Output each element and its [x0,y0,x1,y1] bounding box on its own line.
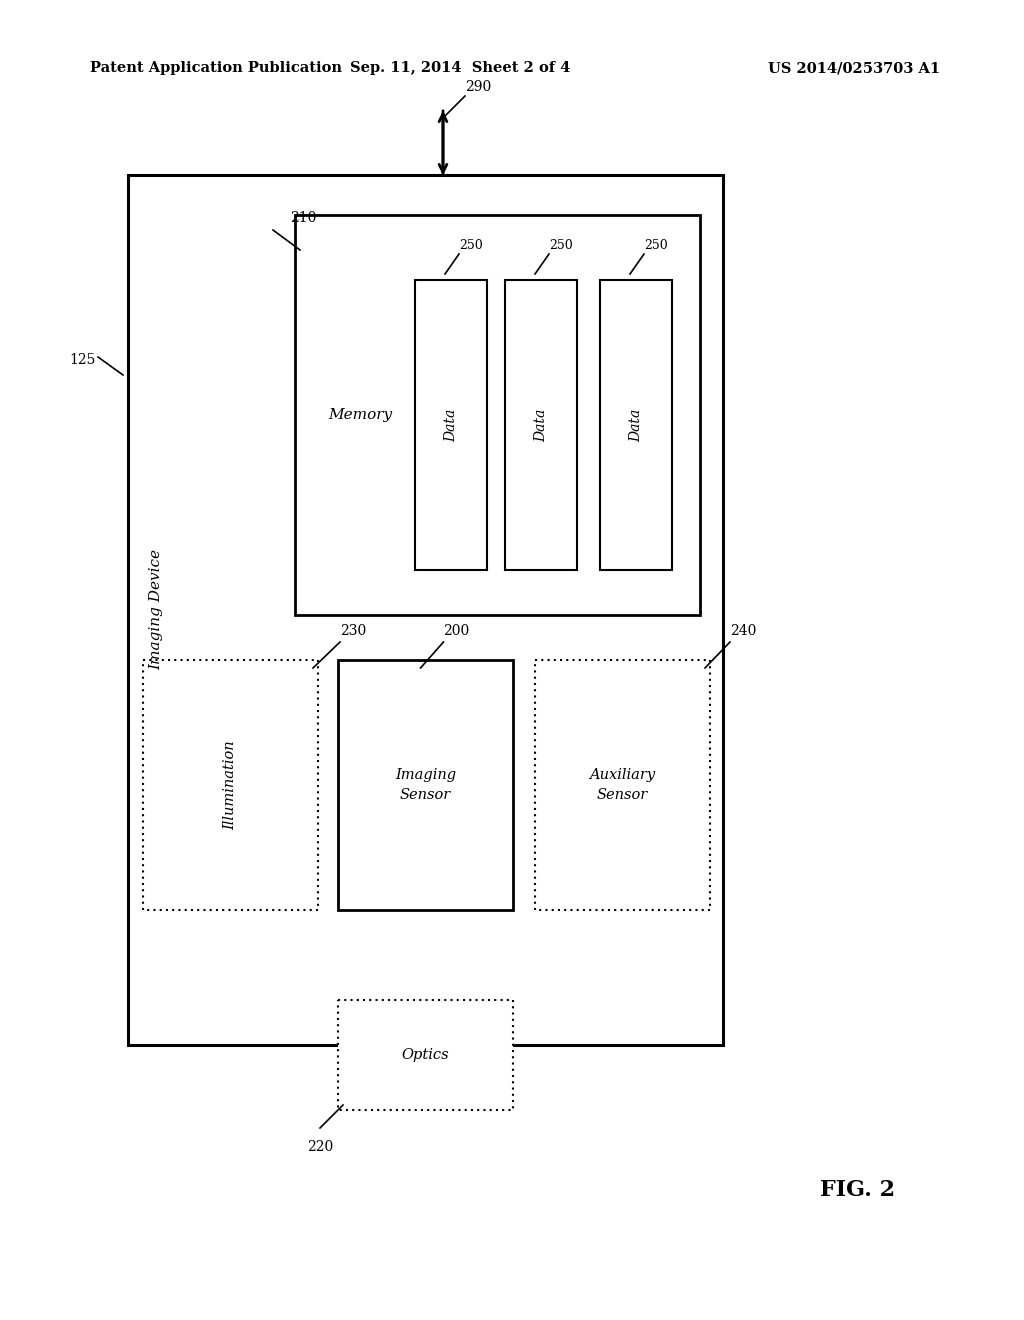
Bar [415,280,487,570]
Text: 240: 240 [730,624,757,638]
Text: 125: 125 [70,352,96,367]
Text: Auxiliary
Sensor: Auxiliary Sensor [590,768,655,803]
Text: Patent Application Publication: Patent Application Publication [90,61,342,75]
Text: Imaging
Sensor: Imaging Sensor [395,768,456,803]
Bar [338,1001,513,1110]
Text: Sep. 11, 2014  Sheet 2 of 4: Sep. 11, 2014 Sheet 2 of 4 [350,61,570,75]
Bar [338,660,513,909]
Bar [143,660,318,909]
Text: Imaging Device: Imaging Device [150,549,163,671]
Text: 290: 290 [465,81,492,94]
Bar [505,280,577,570]
Text: 250: 250 [459,239,482,252]
Text: 210: 210 [290,211,316,224]
Text: Data: Data [629,408,643,442]
Text: Optics: Optics [401,1048,450,1063]
Text: 200: 200 [443,624,470,638]
Text: Data: Data [444,408,458,442]
Text: FIG. 2: FIG. 2 [820,1179,895,1201]
Bar [600,280,672,570]
Bar [128,176,723,1045]
Text: 220: 220 [307,1140,333,1154]
Text: 250: 250 [644,239,668,252]
Text: 230: 230 [340,624,367,638]
Bar [535,660,710,909]
Text: 250: 250 [549,239,572,252]
Text: Data: Data [534,408,548,442]
Text: Illumination: Illumination [223,741,238,830]
Text: Memory: Memory [328,408,392,422]
Text: US 2014/0253703 A1: US 2014/0253703 A1 [768,61,940,75]
Bar [295,215,700,615]
